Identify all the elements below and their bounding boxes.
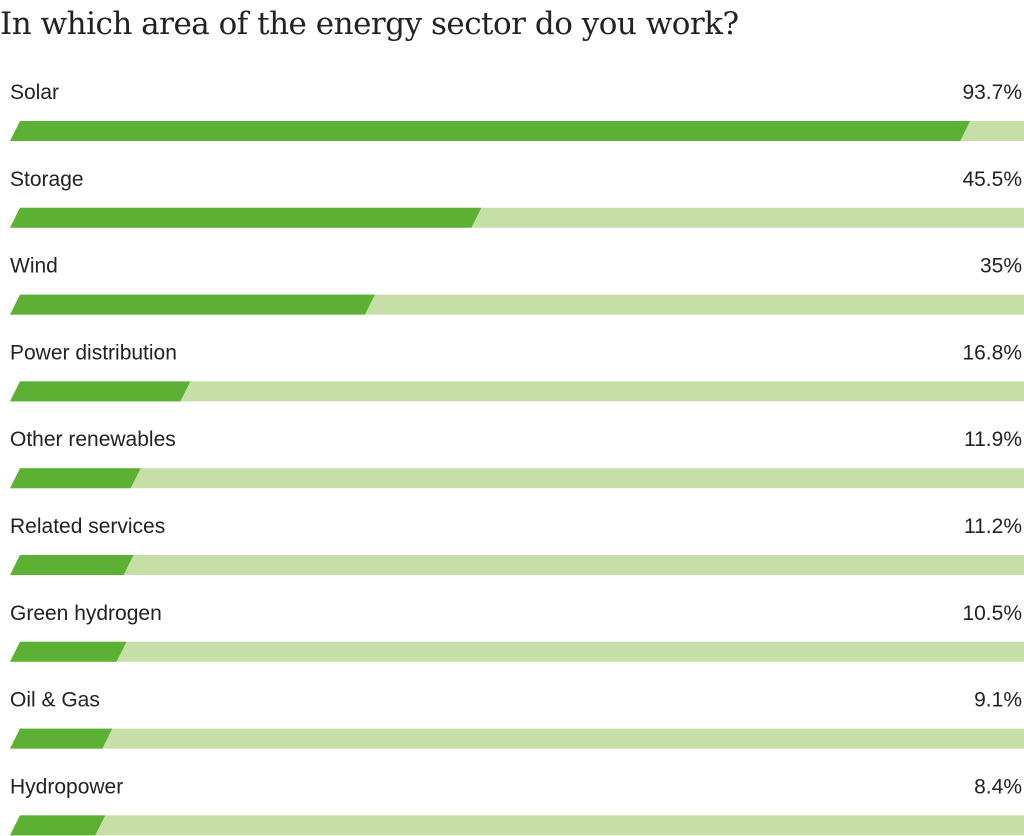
bar-fill (10, 555, 134, 575)
bar-track (10, 555, 1024, 575)
bar-row: Solar 93.7% (10, 81, 1024, 141)
bar-row: Oil & Gas 9.1% (10, 689, 1024, 749)
bar-track (10, 815, 1024, 836)
category-label: Solar (10, 81, 59, 104)
category-label: Oil & Gas (10, 689, 100, 712)
bar-track (10, 381, 1024, 402)
bar-row: Hydropower 8.4% (10, 775, 1024, 836)
bar-fill (10, 207, 482, 228)
value-label: 9.1% (974, 689, 1022, 712)
bar-fill (10, 728, 113, 749)
category-label: Other renewables (10, 428, 176, 451)
value-label: 8.4% (974, 775, 1022, 798)
bar-track (10, 641, 1024, 662)
bar-row: Power distribution 16.8% (10, 341, 1024, 402)
bar-row: Wind 35% (10, 255, 1024, 315)
bar-row: Related services 11.2% (10, 515, 1024, 575)
value-label: 16.8% (962, 341, 1022, 364)
category-label: Storage (10, 168, 84, 191)
bar-track (10, 728, 1024, 749)
bar-fill (10, 121, 971, 141)
bar-fill (10, 381, 191, 402)
value-label: 93.7% (962, 81, 1022, 104)
category-label: Wind (10, 255, 58, 278)
bar-row: Green hydrogen 10.5% (10, 602, 1024, 662)
bar-fill (10, 641, 127, 662)
bar-row: Storage 45.5% (10, 168, 1024, 228)
value-label: 11.2% (964, 515, 1022, 538)
bar-row: Other renewables 11.9% (10, 428, 1024, 489)
value-label: 35% (980, 255, 1022, 278)
value-label: 10.5% (962, 602, 1022, 625)
category-label: Green hydrogen (10, 602, 162, 625)
bar-fill (10, 815, 106, 836)
bar-track (10, 468, 1024, 489)
chart-title: In which area of the energy sector do yo… (0, 6, 739, 42)
bar-fill (10, 294, 375, 315)
category-label: Hydropower (10, 775, 123, 798)
category-label: Related services (10, 515, 165, 538)
bar-fill (10, 468, 141, 489)
value-label: 45.5% (962, 168, 1022, 191)
value-label: 11.9% (964, 428, 1022, 451)
category-label: Power distribution (10, 341, 177, 364)
